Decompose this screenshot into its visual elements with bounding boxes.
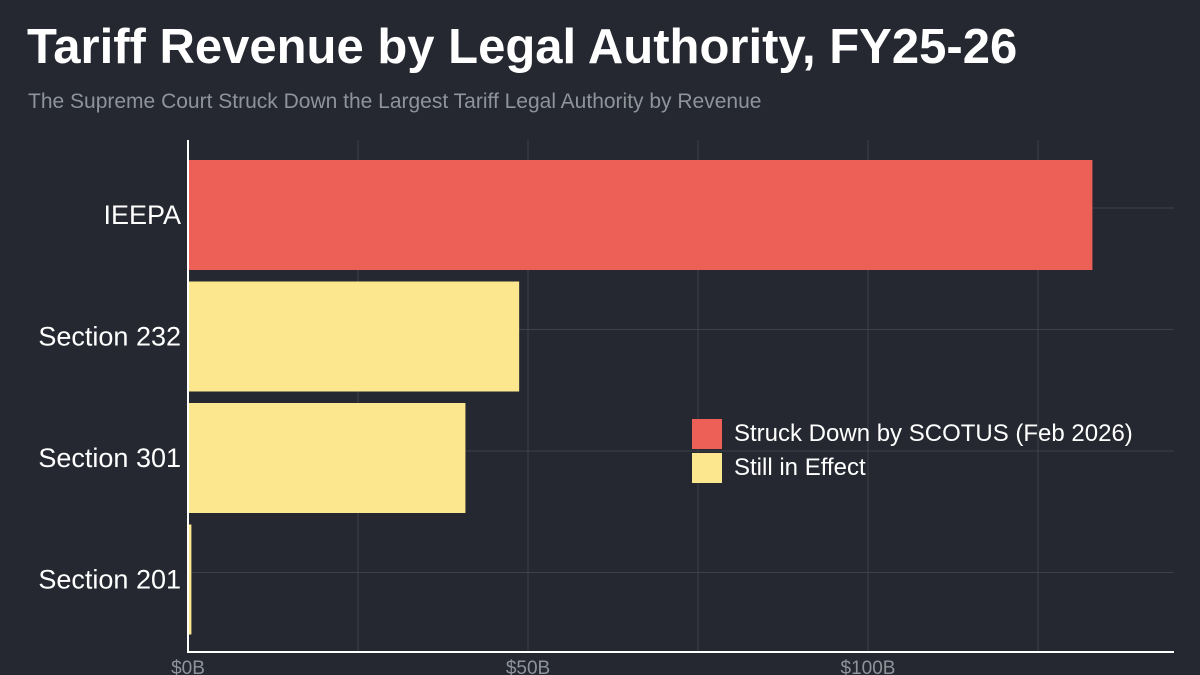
category-label-section-301: Section 301 — [38, 443, 181, 473]
legend-label-in-effect: Still in Effect — [734, 453, 866, 481]
x-tick-label: $100B — [841, 658, 896, 675]
chart-subtitle: The Supreme Court Struck Down the Larges… — [28, 90, 762, 113]
category-label-section-232: Section 232 — [38, 322, 181, 352]
legend-swatch-struck-down — [692, 418, 722, 449]
bar-section-301 — [188, 403, 466, 513]
category-label-ieepa: IEEPA — [103, 200, 181, 230]
x-tick-label: $0B — [171, 658, 205, 675]
bar-section-232 — [188, 281, 520, 392]
category-label-section-201: Section 201 — [38, 565, 181, 595]
bar-ieepa — [188, 160, 1093, 270]
legend-swatch-in-effect — [692, 452, 722, 483]
legend-item-in-effect: Still in Effect — [692, 452, 1133, 483]
bar-section-201 — [188, 524, 192, 635]
chart-title: Tariff Revenue by Legal Authority, FY25-… — [27, 20, 1018, 74]
chart-legend: Struck Down by SCOTUS (Feb 2026) Still i… — [692, 418, 1133, 486]
legend-label-struck-down: Struck Down by SCOTUS (Feb 2026) — [734, 419, 1133, 447]
legend-item-struck-down: Struck Down by SCOTUS (Feb 2026) — [692, 418, 1133, 449]
x-tick-label: $50B — [506, 658, 550, 675]
